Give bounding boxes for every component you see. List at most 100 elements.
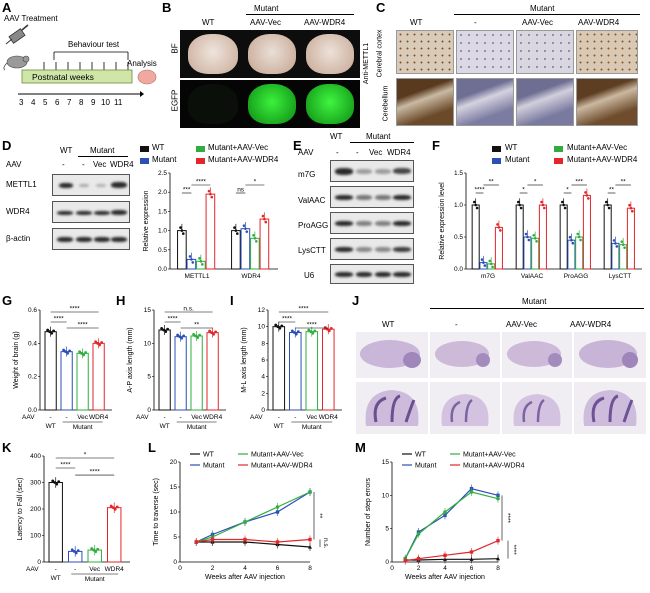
legend-f-mut: Mutant xyxy=(505,155,530,164)
chart-f-dot xyxy=(563,206,567,210)
chart-d-bar xyxy=(205,193,216,270)
panel-letter-d: D xyxy=(2,138,12,153)
chart-k-lane-label: - xyxy=(74,566,76,573)
chart-k-bar xyxy=(48,482,63,563)
chart-g-sig-label: **** xyxy=(70,306,81,313)
e-blot-lyscct-label: LysCTT xyxy=(298,246,326,255)
chart-h-dot xyxy=(180,336,184,340)
chart-l-point xyxy=(194,540,198,544)
b-mutant-line xyxy=(246,14,354,15)
bf-brain-vec xyxy=(248,34,296,74)
he-cerebellum-vec xyxy=(502,382,572,434)
chart-l-xtick-label: 0 xyxy=(178,565,182,572)
chart-f-ylabel: Relative expression level xyxy=(439,182,446,260)
chart-i-ytick-label: 0 xyxy=(261,407,265,414)
timeline-graphic xyxy=(18,51,144,97)
e-blot-valaac xyxy=(330,186,414,208)
chart-m-sig-label: **** xyxy=(510,545,517,556)
chart-k-dot xyxy=(53,481,57,484)
chart-l-sig-label: ** xyxy=(316,513,323,519)
chart-k-dot xyxy=(90,547,94,550)
chart-f-dot xyxy=(571,241,575,245)
chart-d-dot xyxy=(209,192,212,196)
e-wt-label: WT xyxy=(330,132,343,141)
chart-f-sig-label: *** xyxy=(575,179,583,186)
chart-f-ytick-label: 1.5 xyxy=(454,170,463,177)
chart-m-ytick-label: 15 xyxy=(382,459,390,466)
ihc-cortex-vec xyxy=(516,30,574,74)
chart-h-ytick-label: 10 xyxy=(144,340,152,347)
chart-d-dot xyxy=(200,263,204,266)
chart-m-legend-label: Mutant+AAV-WDR4 xyxy=(463,463,525,470)
chart-k-dot xyxy=(115,505,119,509)
chart-d-bar xyxy=(231,230,241,270)
chart-k-ytick-label: 200 xyxy=(30,506,41,513)
chart-f-dot xyxy=(570,238,573,242)
chart-d-dot xyxy=(252,233,255,237)
chart-g-sig-label: **** xyxy=(54,316,65,323)
chart-f-dot xyxy=(615,245,619,248)
chart-f-dot xyxy=(623,246,626,249)
analysis-label: Analysis xyxy=(127,59,157,68)
chart-f-dot xyxy=(629,206,633,210)
c-col-vec: AAV-Vec xyxy=(522,18,553,27)
chart-d-bar xyxy=(250,237,260,270)
e-mutant-line xyxy=(350,142,414,143)
legend-f-swatch-wdr4 xyxy=(554,158,563,164)
chart-f-sig-label: ** xyxy=(609,187,615,194)
panel-letter-b: B xyxy=(162,0,172,15)
chart-k-dot xyxy=(76,549,80,552)
chart-m-series-line xyxy=(404,488,499,559)
brain-icon xyxy=(137,69,157,85)
chart-f-dot xyxy=(499,229,502,232)
chart-m-point xyxy=(469,557,474,561)
chart-k-dot xyxy=(55,482,59,486)
syringe-icon xyxy=(5,24,29,45)
chart-f-dot xyxy=(612,239,616,242)
chart-l-point xyxy=(243,520,247,524)
chart-h-dot xyxy=(210,331,214,335)
legend-d-wdr4: Mutant+AAV-WDR4 xyxy=(208,155,279,164)
chart-h-dot xyxy=(192,333,196,336)
chart-k-dot xyxy=(74,551,78,555)
chart-l-point xyxy=(210,537,215,542)
chart-h-ytick-label: 0 xyxy=(147,407,151,414)
chart-g-dot xyxy=(66,351,70,355)
chart-k-dot xyxy=(111,506,115,510)
chart-f-bar xyxy=(611,242,620,270)
chart-i-dot xyxy=(280,324,284,328)
e-lane-2: - xyxy=(356,148,359,157)
panel-letter-j: J xyxy=(352,293,360,308)
chart-f-dot xyxy=(628,203,631,207)
legend-d-mut: Mutant xyxy=(152,155,177,164)
chart-f-sig-label: * xyxy=(534,179,537,186)
chart-i-dot xyxy=(274,323,278,327)
chart-m-point xyxy=(469,490,474,494)
chart-k-ylabel: Latency to Fall (sec) xyxy=(17,477,24,540)
chart-k-ytick-label: 0 xyxy=(37,559,41,566)
ihc-cerebellum-wt xyxy=(396,78,454,126)
bf-brain-wt xyxy=(188,34,238,74)
chart-g-wt-label: WT xyxy=(46,423,56,430)
chart-m-legend-label: WT xyxy=(415,452,427,459)
chart-f-dot xyxy=(577,235,581,239)
chart-g-aav-label: AAV xyxy=(22,414,35,421)
j-mutant-line xyxy=(430,308,644,309)
chart-k-lane-label: - xyxy=(55,566,57,573)
chart-g-bar xyxy=(76,352,89,411)
chart-m-xtick-label: 2 xyxy=(417,565,421,572)
b-row-egfp: EGFP xyxy=(170,89,180,112)
chart-g-mutant-label: Mutant xyxy=(73,424,93,431)
chart-i-dot xyxy=(296,330,300,334)
ihc-cerebellum-mut xyxy=(456,78,514,126)
chart-d-sig-label: * xyxy=(254,179,257,186)
chart-k-dot xyxy=(72,550,76,553)
chart-f-dot xyxy=(526,235,529,239)
he-cerebellum-wdr4 xyxy=(574,382,646,434)
e-blot-u6-label: U6 xyxy=(304,271,315,280)
chart-f-dot xyxy=(533,236,537,240)
chart-k-lane-label: WDR4 xyxy=(105,566,125,573)
chart-f-bar xyxy=(603,204,612,270)
chart-f-dot xyxy=(532,233,536,237)
chart-f-dot xyxy=(475,206,479,210)
